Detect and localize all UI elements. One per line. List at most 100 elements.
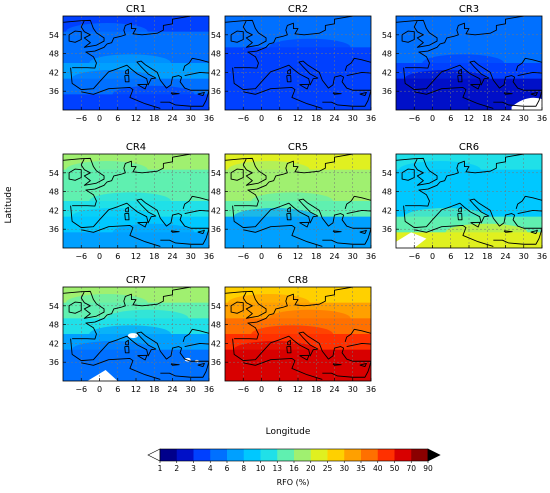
map-panel-cr5: CR5 54 48 42 36 −6 0 6 12 18 24 30 36 xyxy=(211,142,376,261)
map-panel-cr8: CR8 54 48 42 36 −6 0 6 12 18 24 30 36 xyxy=(211,275,376,394)
x-tick-label: 36 xyxy=(366,114,376,123)
rfo-blob xyxy=(233,341,316,359)
panel-title: CR8 xyxy=(288,275,308,286)
rfo-blob xyxy=(268,38,351,56)
colorbar-swatch xyxy=(394,449,412,461)
panel-title: CR5 xyxy=(288,142,308,153)
rfo-blob xyxy=(445,223,528,241)
y-tick-label: 36 xyxy=(382,87,392,96)
map-panel-cr2: CR2 54 48 42 36 −6 0 6 12 18 24 30 36 xyxy=(211,4,376,123)
rfo-blob xyxy=(71,208,154,226)
x-tick-label: 0 xyxy=(97,252,102,261)
missing-data xyxy=(511,97,542,110)
rfo-blob xyxy=(274,223,357,241)
rfo-blob xyxy=(439,38,522,56)
y-tick-label: 42 xyxy=(382,206,392,215)
x-tick-label: 12 xyxy=(131,252,141,261)
x-tick-label: 36 xyxy=(366,385,376,394)
x-tick-label: 36 xyxy=(204,114,214,123)
x-tick-label: 12 xyxy=(293,252,303,261)
colorbar-swatch xyxy=(294,449,312,461)
y-tick-label: 42 xyxy=(211,68,221,77)
rfo-blob xyxy=(233,70,316,88)
x-tick-label: 0 xyxy=(259,385,264,394)
x-tick-label: 18 xyxy=(482,114,492,123)
x-tick-label: 30 xyxy=(186,252,196,261)
rfo-blob xyxy=(89,54,172,72)
x-tick-label: 18 xyxy=(149,252,159,261)
map-panel-cr4: CR4 54 48 42 36 −6 0 6 12 18 24 30 36 xyxy=(49,142,214,261)
y-tick-label: 48 xyxy=(211,50,221,59)
x-tick-label: 24 xyxy=(329,114,339,123)
y-tick-label: 36 xyxy=(211,87,221,96)
rfo-blob xyxy=(404,208,487,226)
x-tick-label: 30 xyxy=(348,252,358,261)
panel-title: CR6 xyxy=(459,142,479,153)
x-tick-label: 36 xyxy=(366,252,376,261)
y-tick-label: 42 xyxy=(382,68,392,77)
y-tick-label: 54 xyxy=(382,169,392,178)
colorbar-tick-label: 8 xyxy=(241,464,246,473)
x-tick-label: 0 xyxy=(259,252,264,261)
colorbar-swatch xyxy=(377,449,395,461)
coastline xyxy=(63,16,209,109)
colorbar-tick-label: 50 xyxy=(390,464,400,473)
rfo-field xyxy=(63,16,209,110)
x-tick-label: 24 xyxy=(500,252,510,261)
x-tick-label: 6 xyxy=(448,252,453,261)
y-tick-label: 36 xyxy=(49,358,59,367)
panel-title: CR7 xyxy=(126,275,146,286)
y-tick-label: 54 xyxy=(49,31,59,40)
y-tick-label: 48 xyxy=(382,50,392,59)
y-tick-label: 54 xyxy=(211,31,221,40)
x-tick-label: 12 xyxy=(131,114,141,123)
colorbar-extend-high xyxy=(427,448,441,462)
colorbar-tick-label: 35 xyxy=(356,464,366,473)
y-tick-label: 54 xyxy=(211,302,221,311)
x-tick-label: 30 xyxy=(186,385,196,394)
y-tick-label: 36 xyxy=(211,358,221,367)
y-tick-label: 48 xyxy=(211,321,221,330)
x-tick-label: −6 xyxy=(408,252,420,261)
y-tick-label: 48 xyxy=(49,188,59,197)
rfo-blob xyxy=(112,356,195,374)
coastline xyxy=(225,16,371,109)
colorbar-tick-label: 30 xyxy=(339,464,349,473)
colorbar-tick-label: 2 xyxy=(174,464,179,473)
x-tick-label: 12 xyxy=(464,252,474,261)
coastline xyxy=(396,154,542,247)
y-tick-label: 42 xyxy=(49,339,59,348)
map-panel-cr3: CR3 54 48 42 36 −6 0 6 12 18 24 30 36 xyxy=(382,4,547,123)
panel-title: CR2 xyxy=(288,4,308,15)
y-tick-label: 36 xyxy=(382,225,392,234)
colorbar-swatch xyxy=(310,449,328,461)
coastline xyxy=(225,287,371,380)
y-tick-label: 48 xyxy=(382,188,392,197)
colorbar-tick-label: 16 xyxy=(289,464,299,473)
x-tick-label: 0 xyxy=(259,114,264,123)
x-tick-label: 6 xyxy=(115,385,120,394)
coastline xyxy=(396,16,542,109)
x-tick-label: −6 xyxy=(237,114,249,123)
missing-data xyxy=(87,370,118,381)
x-tick-label: 30 xyxy=(186,114,196,123)
x-tick-label: −6 xyxy=(237,252,249,261)
x-axis-label: Longitude xyxy=(266,427,311,437)
x-tick-label: −6 xyxy=(237,385,249,394)
colorbar-swatch xyxy=(344,449,362,461)
x-tick-label: 18 xyxy=(149,385,159,394)
y-tick-label: 54 xyxy=(49,302,59,311)
x-tick-label: 24 xyxy=(167,385,177,394)
colorbar-tick-label: 70 xyxy=(406,464,416,473)
rfo-blob xyxy=(251,54,334,72)
x-tick-label: −6 xyxy=(408,114,420,123)
x-tick-label: 6 xyxy=(277,385,282,394)
rfo-blob xyxy=(251,325,334,343)
rfo-blob xyxy=(106,38,189,56)
colorbar-swatch xyxy=(227,449,245,461)
rfo-blob xyxy=(398,161,481,179)
colorbar-swatch xyxy=(193,449,211,461)
rfo-blob xyxy=(268,176,351,194)
coastline xyxy=(63,287,209,380)
